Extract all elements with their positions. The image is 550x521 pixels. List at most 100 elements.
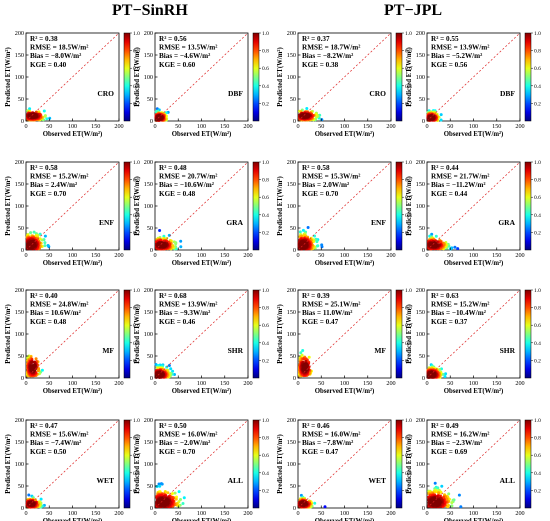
x-tick-label: 150 [492,123,501,130]
data-point [434,234,438,238]
stat-annotation: Bias = −8.0W/m² [30,52,81,60]
y-tick-label: 100 [144,331,153,338]
data-point [439,118,443,122]
colorbar-tick-label: 0.4 [534,213,541,219]
stat-annotation: Bias = −2.0W/m² [159,439,210,447]
one-to-one-line [25,161,120,251]
stat-annotation: Bias = 2.4W/m² [30,181,77,189]
x-tick-label: 200 [243,123,252,130]
y-tick-label: 0 [21,375,24,382]
stat-annotation: Bias = −11.2W/m² [431,181,485,189]
colorbar-tick-label: 0.2 [405,101,412,107]
x-tick-label: 100 [340,123,349,130]
x-tick-label: 200 [114,380,123,387]
x-tick-label: 0 [24,510,27,517]
x-tick-label: 0 [153,380,156,387]
colorbar [524,161,532,251]
y-tick-label: 50 [419,483,425,490]
y-tick-label: 50 [147,483,153,490]
model-title-pt-jpl: PT−JPL [384,2,443,19]
one-to-one-line [25,32,120,122]
data-point [161,500,165,504]
y-tick-label: 200 [416,159,425,166]
stat-annotation: Bias = −8.2W/m² [302,52,353,60]
stat-annotation: KGE = 0.50 [30,448,67,456]
colorbar [252,419,260,509]
data-point [303,114,307,117]
x-tick-label: 200 [515,510,524,517]
data-point [433,481,437,485]
colorbar-tick-label: 1.0 [262,160,269,166]
x-tick-label: 50 [46,510,52,517]
x-tick-label: 150 [91,510,100,517]
y-tick-label: 100 [416,461,425,468]
data-point [177,490,181,494]
data-point [32,230,36,234]
colorbar-tick-label: 0.4 [133,213,140,219]
stat-annotation: RMSE = 18.7W/m² [302,44,360,52]
colorbar-tick-label: 0.6 [405,66,412,72]
x-tick-label: 0 [425,380,428,387]
data-point [48,116,52,120]
x-tick-label: 100 [197,380,206,387]
y-tick-label: 50 [18,483,24,490]
stat-annotation: R² = 0.55 [431,35,459,43]
colorbar-tick-label: 0.6 [262,453,269,459]
y-tick-label: 0 [293,118,296,125]
one-to-one-line [154,161,249,251]
data-point [450,504,454,508]
data-point [179,239,183,243]
data-point [158,484,162,488]
colorbar-tick-label: 0.8 [262,49,269,55]
y-tick-label: 200 [15,159,24,166]
y-tick-label: 0 [293,375,296,382]
x-tick-label: 100 [68,510,77,517]
colorbar-tick-label: 1.0 [405,288,412,294]
y-tick-label: 0 [150,118,153,125]
land-cover-label: ENF [99,218,114,227]
y-tick-label: 100 [144,74,153,81]
data-point [30,114,34,118]
y-tick-label: 150 [287,52,296,59]
land-cover-label: SHR [500,346,516,355]
colorbar [395,419,403,509]
x-tick-label: 150 [363,123,372,130]
x-tick-label: 150 [220,380,229,387]
land-cover-label: GRA [498,218,515,227]
y-axis-label: Predicted ET(W/m²) [277,47,284,107]
y-tick-label: 150 [416,309,425,316]
stat-annotation: KGE = 0.48 [30,318,67,326]
x-tick-label: 0 [24,252,27,259]
colorbar [524,289,532,379]
x-tick-label: 100 [197,252,206,259]
y-tick-label: 200 [15,287,24,294]
one-to-one-line [297,32,392,122]
data-point [39,497,43,501]
colorbar-tick-label: 0.2 [534,230,541,236]
y-tick-label: 100 [15,74,24,81]
x-tick-label: 150 [363,252,372,259]
x-tick-label: 100 [469,252,478,259]
y-tick-label: 50 [290,353,296,360]
x-tick-label: 0 [425,123,428,130]
x-tick-label: 50 [46,123,52,130]
stat-annotation: R² = 0.63 [431,292,459,300]
colorbar-tick-label: 0.8 [534,436,541,442]
x-tick-label: 100 [469,510,478,517]
data-point [302,357,306,361]
stat-annotation: KGE = 0.69 [431,448,468,456]
y-tick-label: 100 [416,74,425,81]
stat-annotation: KGE = 0.47 [302,448,339,456]
one-to-one-line [154,32,249,122]
data-point [30,502,33,506]
colorbar [395,289,403,379]
stat-annotation: Bias = 10.6W/m² [30,309,81,317]
data-point [320,243,324,247]
stat-annotation: RMSE = 13.9W/m² [431,44,489,52]
y-tick-label: 100 [416,331,425,338]
data-point [38,237,42,241]
y-tick-label: 100 [15,203,24,210]
